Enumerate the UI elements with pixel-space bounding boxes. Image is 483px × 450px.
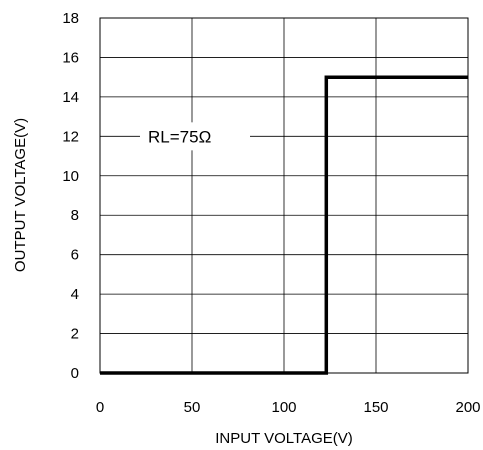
x-tick-label-1: 50 bbox=[184, 399, 201, 416]
y-axis-title: OUTPUT VOLTAGE(V) bbox=[12, 118, 29, 272]
x-tick-label-3: 150 bbox=[363, 399, 388, 416]
x-tick-label-2: 100 bbox=[271, 399, 296, 416]
y-tick-labels: 0 2 4 6 8 10 12 14 16 18 bbox=[62, 10, 79, 382]
y-tick-label-6: 12 bbox=[62, 128, 79, 145]
y-tick-label-2: 4 bbox=[71, 286, 79, 303]
x-axis-title: INPUT VOLTAGE(V) bbox=[215, 430, 353, 447]
series-line-0 bbox=[100, 75, 468, 375]
annotation-group: RL=75Ω bbox=[140, 122, 250, 151]
grid bbox=[100, 18, 468, 373]
y-tick-label-3: 6 bbox=[71, 247, 79, 264]
y-tick-label-4: 8 bbox=[71, 207, 79, 224]
x-tick-label-0: 0 bbox=[96, 399, 104, 416]
annotation-label: RL=75Ω bbox=[148, 127, 211, 146]
y-tick-label-9: 18 bbox=[62, 10, 79, 27]
x-tick-labels: 0 50 100 150 200 bbox=[96, 399, 481, 416]
annotation-background bbox=[140, 122, 250, 151]
y-tick-label-5: 10 bbox=[62, 168, 79, 185]
x-tick-label-4: 200 bbox=[455, 399, 480, 416]
y-tick-label-1: 2 bbox=[71, 326, 79, 343]
series-group bbox=[100, 75, 468, 375]
y-tick-label-0: 0 bbox=[71, 365, 79, 382]
y-tick-label-8: 16 bbox=[62, 49, 79, 66]
y-tick-label-7: 14 bbox=[62, 89, 79, 106]
